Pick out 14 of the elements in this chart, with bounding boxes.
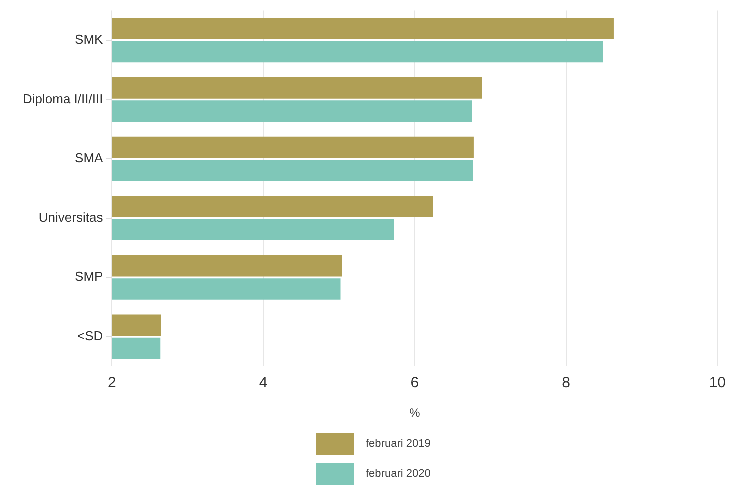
legend-label: februari 2020 (366, 468, 431, 480)
y-tick-label: <SD (78, 328, 104, 344)
x-axis-title: % (410, 406, 421, 420)
x-tick-label: 10 (709, 374, 726, 392)
legend-label: februari 2019 (366, 438, 431, 450)
y-tick-label: SMA (75, 150, 104, 166)
x-tick-label: 8 (562, 374, 570, 392)
y-tick-label: Diploma I/II/III (22, 91, 104, 106)
x-tick-label: 4 (259, 374, 268, 392)
x-tick-label: 6 (410, 374, 420, 392)
y-tick-label: Universitas (38, 210, 104, 225)
y-tick-label: SMP (75, 269, 104, 284)
x-tick-label: 2 (108, 374, 116, 392)
y-tick-label: SMK (75, 32, 104, 48)
